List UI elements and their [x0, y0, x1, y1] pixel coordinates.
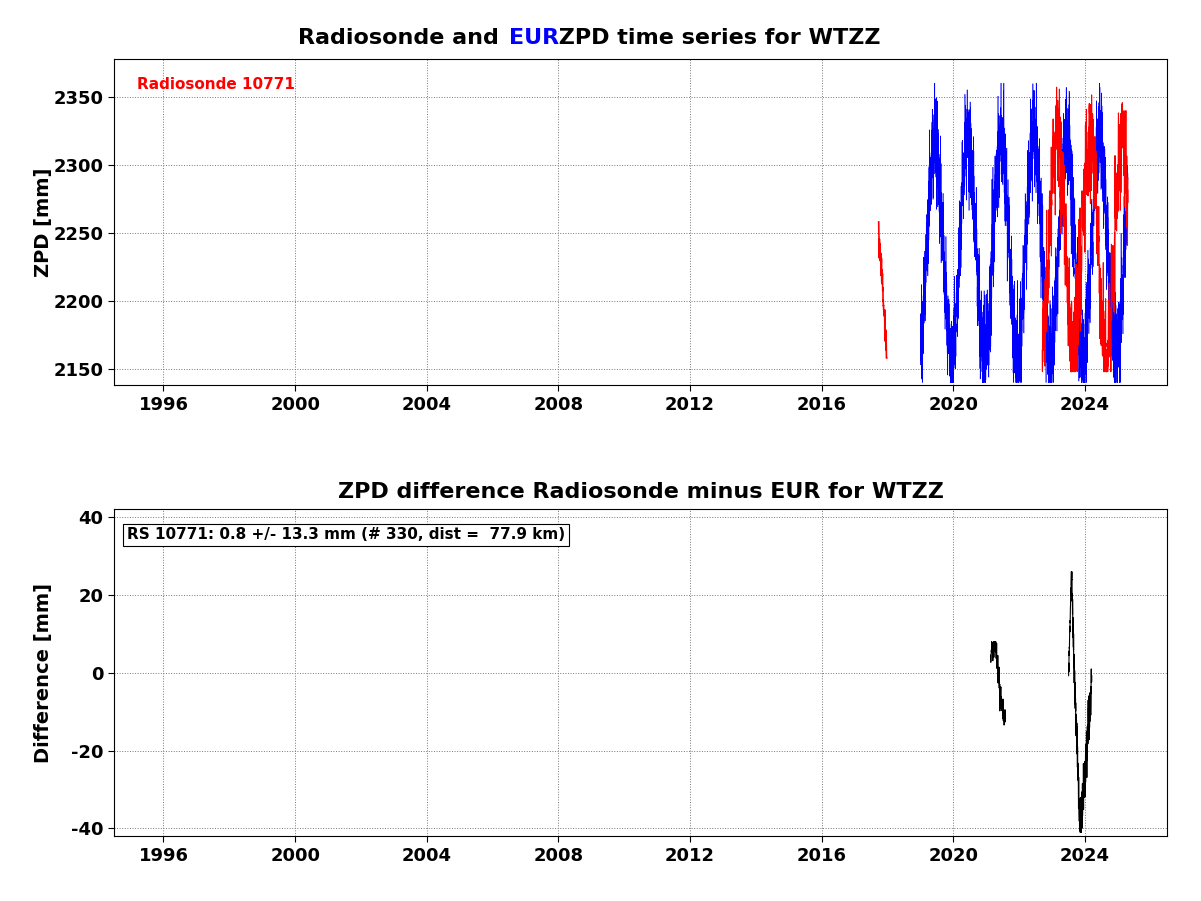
Text: RS 10771: 0.8 +/- 13.3 mm (# 330, dist =  77.9 km): RS 10771: 0.8 +/- 13.3 mm (# 330, dist =… — [127, 527, 564, 542]
Text: Radiosonde and: Radiosonde and — [298, 28, 507, 48]
Y-axis label: Difference [mm]: Difference [mm] — [34, 583, 53, 763]
Y-axis label: ZPD [mm]: ZPD [mm] — [34, 168, 53, 277]
Text: EUR: EUR — [509, 28, 560, 48]
Title: ZPD difference Radiosonde minus EUR for WTZZ: ZPD difference Radiosonde minus EUR for … — [337, 482, 944, 503]
Text: ZPD time series for WTZZ: ZPD time series for WTZZ — [551, 28, 880, 48]
Text: Radiosonde 10771: Radiosonde 10771 — [137, 77, 295, 92]
